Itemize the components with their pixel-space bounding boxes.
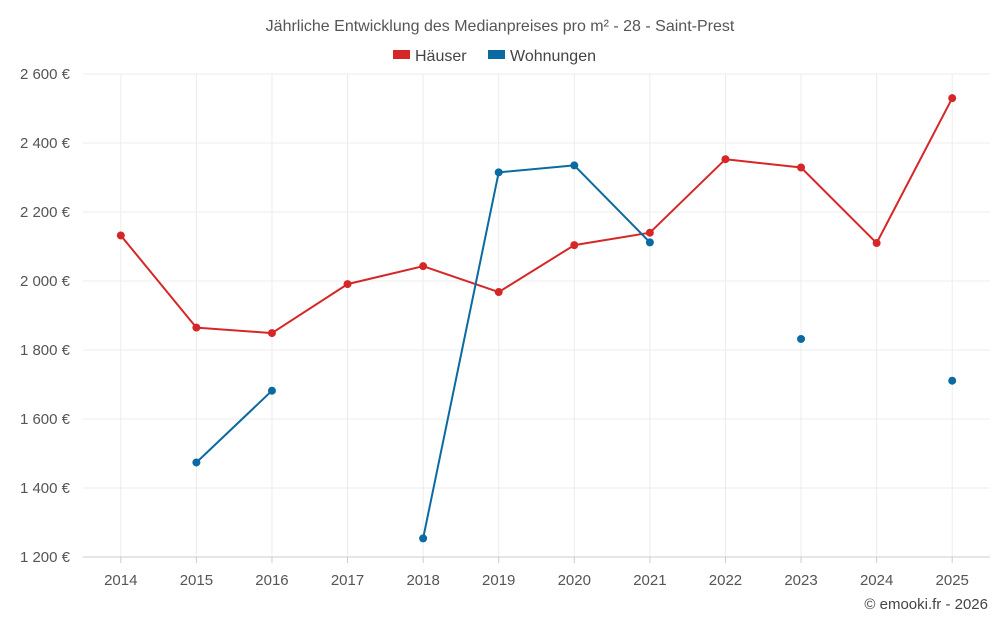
legend-label-wohnungen: Wohnungen xyxy=(510,48,596,65)
y-tick-label: 2 200 € xyxy=(20,204,71,221)
data-point-haeuser-2019[interactable] xyxy=(494,288,503,297)
x-tick-label: 2021 xyxy=(633,572,666,589)
data-point-wohnungen-2016[interactable] xyxy=(267,386,276,395)
axes: 1 200 € 1 400 € 1 600 € 1 800 € 2 000 € 2 200… xyxy=(20,66,990,589)
data-point-haeuser-2014[interactable] xyxy=(116,231,125,240)
x-tick-label: 2020 xyxy=(558,572,591,589)
legend[interactable]: Häuser Wohnungen xyxy=(393,48,596,65)
x-tick-label: 2015 xyxy=(180,572,213,589)
x-tick-label: 2022 xyxy=(709,572,742,589)
series-line-wohnungen xyxy=(195,389,273,464)
x-tick-label: 2019 xyxy=(482,572,515,589)
y-tick-label: 1 800 € xyxy=(20,342,71,359)
data-point-haeuser-2017[interactable] xyxy=(343,280,352,289)
y-tick-label: 1 200 € xyxy=(20,549,71,566)
data-point-haeuser-2025[interactable] xyxy=(948,94,957,103)
legend-swatch-haeuser xyxy=(393,50,410,59)
data-point-wohnungen-2019[interactable] xyxy=(494,168,503,177)
grid xyxy=(83,73,990,557)
data-point-haeuser-2023[interactable] xyxy=(797,163,806,172)
x-tick-label: 2025 xyxy=(936,572,969,589)
data-point-haeuser-2015[interactable] xyxy=(192,323,201,332)
data-point-haeuser-2016[interactable] xyxy=(267,329,276,338)
x-tick-label: 2016 xyxy=(255,572,288,589)
y-tick-label: 2 000 € xyxy=(20,273,71,290)
data-point-wohnungen-2020[interactable] xyxy=(570,161,579,170)
series-line-haeuser xyxy=(120,97,954,335)
y-tick-label: 1 400 € xyxy=(20,480,71,497)
chart-title: Jährliche Entwicklung des Medianpreises … xyxy=(266,18,735,35)
legend-label-haeuser: Häuser xyxy=(415,48,467,65)
x-tick-label: 2017 xyxy=(331,572,364,589)
y-tick-label: 2 400 € xyxy=(20,135,71,152)
series-wohnungen xyxy=(192,161,957,543)
data-point-haeuser-2022[interactable] xyxy=(721,155,730,164)
data-point-wohnungen-2021[interactable] xyxy=(645,238,654,247)
y-tick-label: 2 600 € xyxy=(20,66,71,83)
data-point-wohnungen-2025[interactable] xyxy=(948,376,957,385)
series xyxy=(116,94,957,543)
data-point-haeuser-2021[interactable] xyxy=(645,228,654,237)
data-point-wohnungen-2023[interactable] xyxy=(797,334,806,343)
x-tick-label: 2014 xyxy=(104,572,137,589)
data-point-haeuser-2018[interactable] xyxy=(419,262,428,271)
x-tick-label: 2024 xyxy=(860,572,893,589)
x-tick-label: 2023 xyxy=(784,572,817,589)
series-haeuser xyxy=(116,94,957,338)
x-tick-label: 2018 xyxy=(406,572,439,589)
data-point-wohnungen-2015[interactable] xyxy=(192,458,201,467)
series-line-wohnungen xyxy=(422,164,651,539)
credit-text: © emooki.fr - 2026 xyxy=(864,596,988,613)
data-point-haeuser-2024[interactable] xyxy=(872,239,881,248)
y-tick-label: 1 600 € xyxy=(20,411,71,428)
data-point-haeuser-2020[interactable] xyxy=(570,241,579,250)
legend-swatch-wohnungen xyxy=(488,50,505,59)
legend-item-wohnungen[interactable]: Wohnungen xyxy=(488,48,596,65)
data-point-wohnungen-2018[interactable] xyxy=(419,534,428,543)
legend-item-haeuser[interactable]: Häuser xyxy=(393,48,467,65)
